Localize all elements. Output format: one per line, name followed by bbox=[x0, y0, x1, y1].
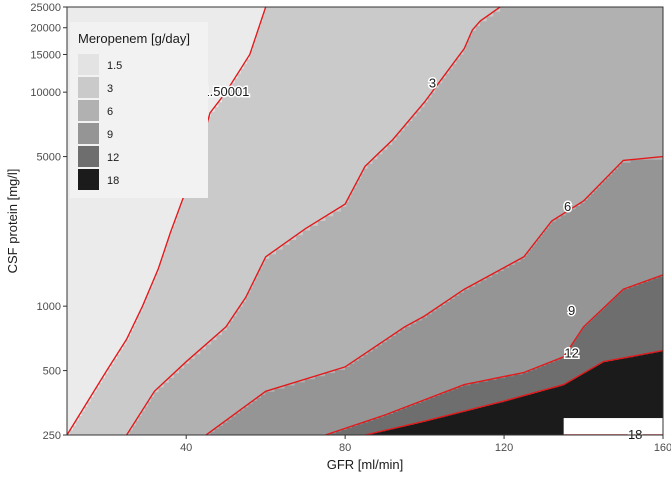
legend-label-1.5: 1.5 bbox=[107, 60, 122, 72]
legend-swatch-6 bbox=[78, 100, 99, 121]
contour-label-9: 9 bbox=[568, 303, 575, 318]
legend-swatch-18 bbox=[78, 169, 99, 190]
x-tick-label: 40 bbox=[180, 442, 192, 454]
x-tick-label: 120 bbox=[495, 442, 513, 454]
region-18 bbox=[365, 350, 663, 435]
legend: Meropenem [g/day] 1.5 3 6 9 12 18 bbox=[70, 22, 208, 198]
legend-label-3: 3 bbox=[107, 83, 113, 95]
y-tick-label: 500 bbox=[43, 366, 61, 378]
contour-label-1.50001: 1.50001 bbox=[202, 84, 249, 99]
contour-label-6: 6 bbox=[564, 199, 571, 214]
y-tick-label: 10000 bbox=[30, 87, 61, 99]
legend-swatch-12 bbox=[78, 146, 99, 167]
legend-swatch-9 bbox=[78, 123, 99, 144]
legend-label-18: 18 bbox=[107, 175, 119, 187]
legend-label-12: 12 bbox=[107, 152, 119, 164]
contour-line-3 bbox=[126, 7, 501, 435]
level-regions bbox=[67, 7, 663, 435]
contour-line-1.50001 bbox=[67, 7, 267, 435]
x-axis-title: GFR [ml/min] bbox=[327, 457, 404, 472]
x-tick-label: 160 bbox=[654, 442, 671, 454]
legend-title: Meropenem [g/day] bbox=[78, 31, 190, 46]
contour-lines bbox=[67, 7, 663, 435]
legend-label-9: 9 bbox=[107, 129, 113, 141]
y-tick-label: 1000 bbox=[37, 301, 61, 313]
contour-line-9 bbox=[325, 274, 663, 435]
legend-swatch-1.5 bbox=[78, 54, 99, 75]
contour-label-3: 3 bbox=[429, 75, 436, 90]
contour-line-12 bbox=[364, 349, 663, 435]
x-tick-label: 80 bbox=[339, 442, 351, 454]
panel-border bbox=[66, 6, 664, 436]
region-below-18 bbox=[563, 418, 663, 435]
legend-items: 1.5 3 6 9 12 18 bbox=[78, 54, 122, 190]
y-tick-label: 250 bbox=[43, 430, 61, 442]
x-axis: 40 80 120 160 bbox=[180, 435, 671, 454]
y-axis-title: CSF protein [mg/l] bbox=[5, 169, 20, 274]
y-tick-label: 5000 bbox=[37, 152, 61, 164]
plot-panel: 1.50001 3 6 9 12 18 bbox=[66, 6, 664, 444]
legend-swatch-3 bbox=[78, 77, 99, 98]
y-axis: 250 500 1000 5000 10000 15000 20000 25000 bbox=[30, 2, 67, 442]
contour-line-6 bbox=[205, 155, 663, 435]
y-tick-label: 25000 bbox=[30, 2, 61, 14]
contour-label-12: 12 bbox=[564, 346, 578, 361]
y-tick-label: 20000 bbox=[30, 23, 61, 35]
y-tick-label: 15000 bbox=[30, 49, 61, 61]
legend-label-6: 6 bbox=[107, 106, 113, 118]
